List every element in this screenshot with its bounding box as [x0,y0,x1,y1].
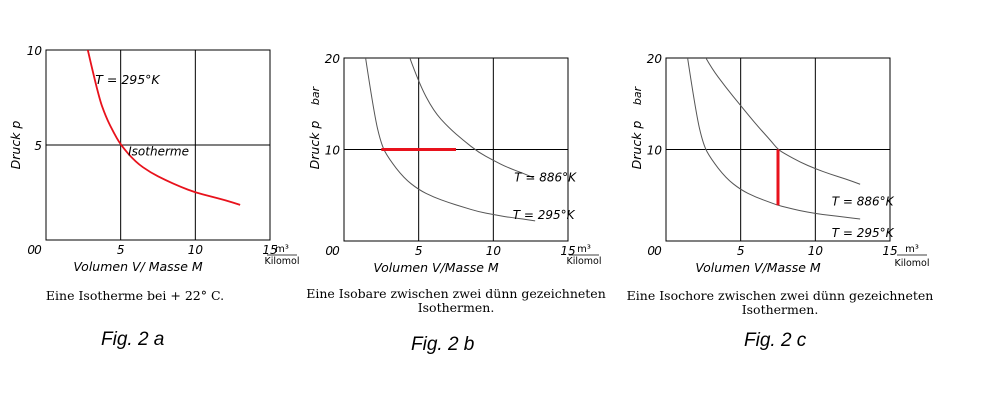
series-line [687,58,861,220]
fig-label-2a: Fig. 2 a [101,329,165,350]
x-tick-label: 15 [882,244,897,258]
y-axis-label: Druck p [629,121,644,170]
series-line [86,50,241,206]
x-tick-label: 15 [560,244,575,258]
unit-numerator: m³ [905,244,919,255]
x-tick-label: 15 [262,243,277,257]
annotation-t295: T = 295°K [832,226,895,240]
unit-denominator: Kilomol [264,256,299,267]
chart-3: 0 5 10 15 20 10 0 Volumen V/Masse M Druck p bar m³… [629,52,930,275]
unit-numerator: m³ [275,244,289,255]
unit-denominator: Kilomol [894,258,929,269]
y-axis-label: Druck p [8,121,23,170]
series-line [705,58,861,185]
caption-fig-2b-line2: Isothermen. [417,300,495,315]
series-line [365,58,536,222]
caption-fig-2b: Eine Isobare zwischen zwei dünn gezeichn… [296,287,616,315]
x-tick-label: 0 [654,244,662,258]
x-tick-label: 0 [34,243,42,257]
y-unit-label: bar [631,85,644,105]
annotation-t295: T = 295°K [513,208,576,222]
x-tick-label: 10 [486,244,502,258]
x-tick-label: 10 [188,243,204,257]
x-tick-label: 10 [808,244,824,258]
annotation-temperature: T = 295°K [95,72,161,87]
fig-label-2b: Fig. 2 b [411,334,475,355]
x-tick-label: 5 [117,243,125,257]
x-tick-label: 0 [332,244,340,258]
x-axis-label: Volumen V/Masse M [373,260,499,275]
chart-1: 0 5 10 15 10 5 0 Volumen V/ Masse M Druck p m³Kil… [8,44,300,274]
y-tick-label: 0 [325,244,333,258]
y-tick-label: 20 [647,52,663,66]
caption-fig-2b-line1: Eine Isobare zwischen zwei dünn gezeichn… [306,286,606,301]
y-tick-label: 20 [325,52,341,66]
y-tick-label: 0 [27,243,35,257]
y-tick-label: 10 [647,144,663,158]
caption-fig-2a-text: Eine Isotherme bei + 22° C. [45,288,225,303]
y-tick-label: 10 [325,144,341,158]
unit-denominator: Kilomol [566,256,601,267]
caption-fig-2a: Eine Isotherme bei + 22° C. [30,289,240,303]
y-tick-label: 5 [34,139,42,153]
chart-2: 0 5 10 15 20 10 0 Volumen V/Masse M Druck p bar m³… [307,52,602,275]
y-unit-label: bar [309,85,322,105]
caption-fig-2c-line1: Eine Isochore zwischen zwei dünn gezeich… [626,288,934,303]
y-axis-label: Druck p [307,121,322,170]
caption-fig-2c-line2: Isothermen. [741,302,819,317]
x-axis-label: Volumen V/Masse M [695,260,821,275]
caption-fig-2c: Eine Isochore zwischen zwei dünn gezeich… [620,289,940,317]
x-axis-label: Volumen V/ Masse M [73,259,202,274]
annotation-t886: T = 886°K [514,171,577,185]
series-line [409,58,534,179]
x-tick-label: 5 [415,244,423,258]
fig-label-2c: Fig. 2 c [744,330,807,351]
y-tick-label: 10 [27,44,43,58]
annotation-isotherme: Isotherme [128,144,189,158]
unit-numerator: m³ [577,244,591,255]
annotation-t886: T = 886°K [832,194,895,208]
y-tick-label: 0 [647,244,655,258]
x-tick-label: 5 [737,244,745,258]
